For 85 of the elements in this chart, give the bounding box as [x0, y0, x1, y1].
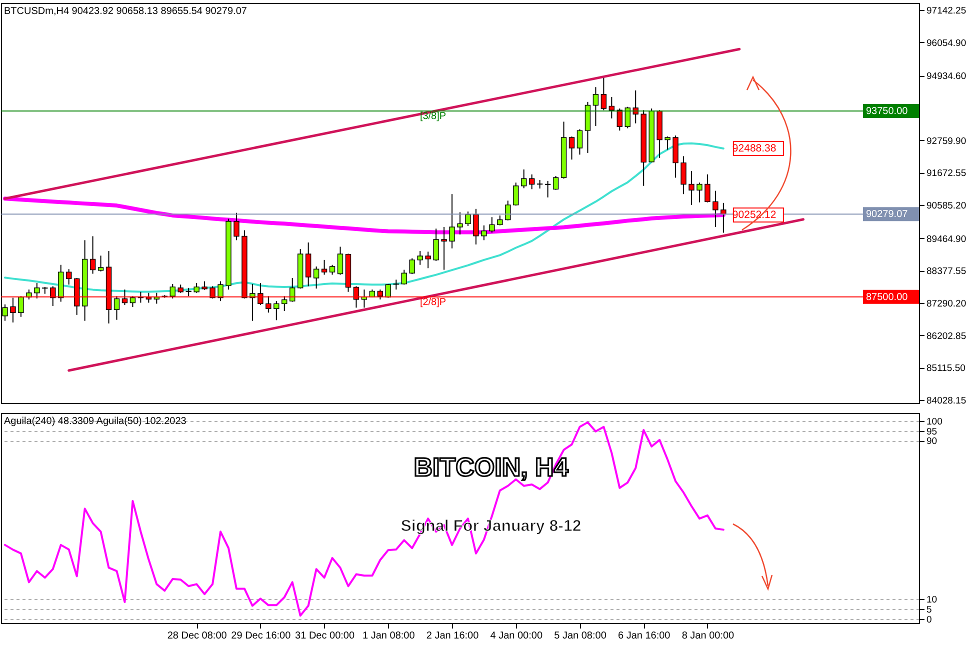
candlestick	[337, 246, 344, 276]
y-tick-label: 0	[926, 614, 932, 626]
x-tick-label: 31 Dec 00:00	[295, 630, 355, 642]
candlestick	[552, 175, 559, 190]
candlestick	[274, 300, 280, 321]
candlestick	[576, 128, 583, 156]
candlestick	[704, 174, 710, 203]
y-tick-label: 5	[926, 604, 932, 616]
annotation: [2/8]P	[420, 296, 446, 308]
candlestick	[600, 77, 607, 111]
candlestick	[592, 86, 599, 126]
candlestick	[114, 296, 120, 320]
candlestick	[130, 296, 136, 308]
y-tick-label: 88377.55	[926, 266, 966, 278]
y-tick-label: 86202.85	[926, 330, 966, 342]
x-tick-label: 8 Jan 00:00	[682, 630, 735, 642]
candlestick	[568, 136, 575, 160]
y-tick-label: 95	[926, 426, 938, 438]
candlestick	[194, 282, 200, 294]
y-tick-label: 91672.55	[926, 168, 966, 180]
candlestick	[218, 280, 224, 302]
x-tick-label: 28 Dec 08:00	[167, 630, 228, 642]
x-tick-label: 1 Jan 08:00	[362, 630, 416, 642]
ref-line-label: 90279.07	[866, 209, 908, 220]
y-tick-label: 84028.15	[926, 396, 966, 407]
candlestick	[616, 108, 622, 132]
y-tick-label: 90585.20	[926, 200, 966, 212]
candlestick	[305, 242, 312, 287]
y-tick-label: 97142.25	[926, 6, 966, 17]
y-tick-label: 100	[926, 416, 942, 428]
candlestick	[505, 200, 511, 221]
candlestick	[497, 214, 503, 226]
y-tick-label: 94934.60	[926, 71, 966, 82]
x-tick-label: 4 Jan 00:00	[490, 630, 543, 642]
y-tick-label: 87290.20	[926, 298, 966, 310]
candlestick	[170, 283, 176, 299]
chart-title: BTCUSDm,H4 90423.92 90658.13 89655.54 90279.07	[4, 6, 248, 17]
y-tick-label: 90	[926, 436, 938, 448]
y-tick-label: 10	[926, 594, 938, 606]
x-tick-label: 5 Jan 08:00	[554, 630, 607, 642]
candlestick	[329, 264, 336, 276]
candlestick	[449, 194, 455, 249]
annotation: [3/8]P	[420, 110, 446, 122]
candlestick	[465, 211, 471, 227]
candlestick	[98, 255, 104, 272]
y-tick-label: 85115.50	[926, 363, 966, 374]
candlestick	[473, 208, 479, 245]
candlestick	[18, 296, 24, 318]
candlestick	[313, 266, 320, 290]
candlestick	[521, 168, 527, 189]
y-tick-label: 96054.90	[926, 38, 966, 49]
candlestick	[393, 279, 399, 290]
candlestick	[624, 106, 630, 129]
candlestick	[425, 251, 431, 269]
candlestick	[696, 182, 702, 203]
candlestick	[712, 190, 718, 228]
candlestick	[688, 170, 694, 206]
candlestick	[409, 258, 415, 275]
candlestick	[457, 212, 463, 236]
candlestick	[417, 250, 423, 266]
candlestick	[282, 296, 288, 312]
candlestick	[90, 236, 96, 274]
candlestick	[401, 269, 407, 286]
candlestick	[66, 268, 72, 286]
x-tick-label: 29 Dec 16:00	[231, 630, 292, 642]
candlestick	[664, 136, 670, 150]
ref-line-label: 93750.00	[866, 106, 908, 117]
candlestick	[234, 212, 240, 241]
candlestick	[433, 228, 439, 262]
candlestick	[441, 226, 447, 270]
candlestick	[321, 259, 328, 276]
y-tick-label: 89464.90	[926, 234, 966, 245]
x-tick-label: 2 Jan 16:00	[426, 630, 480, 642]
candlestick	[544, 180, 551, 198]
candlestick	[481, 224, 487, 241]
candlestick	[34, 282, 40, 299]
candlestick	[489, 216, 495, 234]
candlestick	[513, 182, 519, 206]
x-tick-label: 6 Jan 16:00	[618, 630, 671, 642]
y-tick-label: 92759.90	[926, 136, 966, 147]
candlestick	[528, 174, 535, 190]
candlestick	[680, 156, 686, 195]
candlestick	[608, 96, 615, 119]
chart-title: Aguila(240) 48.3309 Aguila(50) 102.2023	[4, 416, 187, 427]
ref-line-label: 87500.00	[866, 292, 908, 303]
